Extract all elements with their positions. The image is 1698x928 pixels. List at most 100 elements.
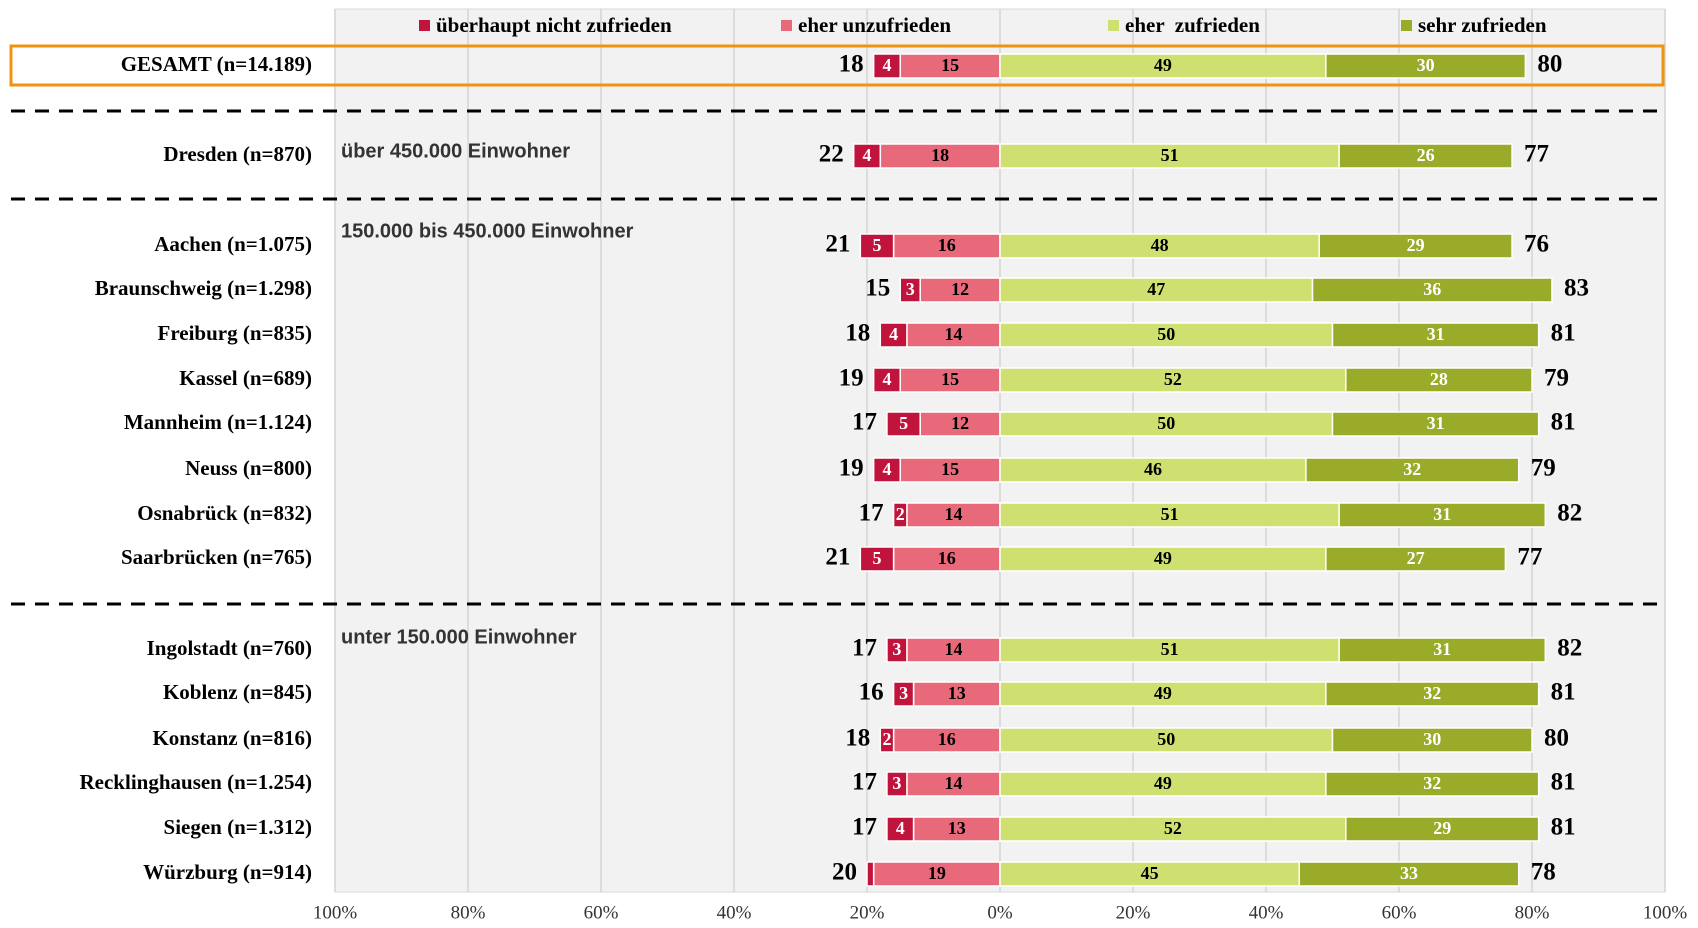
bar-segment <box>999 816 1347 842</box>
highlight-box <box>9 44 1665 87</box>
value-label: 4 <box>863 145 872 165</box>
bar-segment <box>872 367 902 393</box>
bar-segment <box>886 637 908 663</box>
value-label: 15 <box>941 459 959 479</box>
bar-segment <box>999 53 1327 79</box>
positive-total: 77 <box>1524 141 1549 168</box>
category-label: Saarbrücken (n=765) <box>121 545 312 569</box>
positive-total: 81 <box>1551 814 1576 841</box>
positive-total: 82 <box>1557 500 1582 527</box>
value-label: 2 <box>896 504 905 524</box>
category-label: Kassel (n=689) <box>179 366 312 390</box>
category-label: Aachen (n=1.075) <box>154 232 312 256</box>
value-label: 27 <box>1407 548 1425 568</box>
legend-label: eher unzufrieden <box>798 13 951 37</box>
positive-total: 81 <box>1551 679 1576 706</box>
negative-total: 21 <box>825 544 850 571</box>
bar-segment <box>859 546 895 572</box>
bar-segment <box>999 771 1327 797</box>
legend-label: überhaupt nicht zufrieden <box>436 13 672 37</box>
value-label: 49 <box>1154 55 1172 75</box>
positive-total: 79 <box>1544 365 1569 392</box>
bar-segment <box>999 861 1300 887</box>
value-label: 16 <box>938 548 956 568</box>
positive-total: 78 <box>1531 859 1556 886</box>
bar-segment <box>906 637 1001 663</box>
legend-label: eher zufrieden <box>1125 13 1260 37</box>
negative-total: 18 <box>839 51 864 78</box>
bar-segment <box>1338 502 1547 528</box>
positive-total: 77 <box>1517 544 1542 571</box>
value-label: 49 <box>1154 773 1172 793</box>
positive-total: 81 <box>1551 409 1576 436</box>
group-label: über 450.000 Einwohner <box>341 140 570 162</box>
x-tick-label: 60% <box>1382 902 1417 923</box>
value-label: 16 <box>938 235 956 255</box>
negative-total: 20 <box>832 859 857 886</box>
value-label: 12 <box>951 413 969 433</box>
negative-total: 17 <box>852 769 877 796</box>
x-tick-label: 40% <box>717 902 752 923</box>
positive-total: 79 <box>1531 455 1556 482</box>
negative-total: 17 <box>852 409 877 436</box>
bar-segment <box>1338 637 1547 663</box>
value-label: 31 <box>1427 413 1445 433</box>
value-label: 29 <box>1407 235 1425 255</box>
value-label: 16 <box>938 729 956 749</box>
value-label: 50 <box>1157 729 1175 749</box>
value-label: 3 <box>892 639 901 659</box>
value-label: 14 <box>944 324 962 344</box>
x-tick-label: 100% <box>1643 902 1688 923</box>
bar-segment <box>999 233 1320 259</box>
value-label: 45 <box>1141 863 1159 883</box>
bar-segment <box>999 143 1340 169</box>
bar-segment <box>1345 367 1533 393</box>
value-label: 50 <box>1157 413 1175 433</box>
value-label: 5 <box>899 413 908 433</box>
negative-total: 18 <box>845 725 870 752</box>
category-label: Mannheim (n=1.124) <box>124 410 312 434</box>
value-label: 29 <box>1433 818 1451 838</box>
category-label: Würzburg (n=914) <box>143 860 312 884</box>
bar-segment <box>1325 546 1507 572</box>
bar-segment <box>892 502 908 528</box>
bar-segment <box>892 681 915 707</box>
bar-segment <box>852 143 882 169</box>
category-label: Konstanz (n=816) <box>152 726 312 750</box>
negative-total: 17 <box>852 635 877 662</box>
value-label: 51 <box>1161 145 1179 165</box>
value-label: 13 <box>948 683 966 703</box>
value-label: 5 <box>872 548 881 568</box>
bar-segment <box>999 367 1347 393</box>
bar-segment <box>999 502 1340 528</box>
negative-total: 19 <box>839 365 864 392</box>
legend-swatch <box>419 20 430 31</box>
bar-segment <box>1331 411 1540 437</box>
negative-total: 19 <box>839 455 864 482</box>
value-label: 50 <box>1157 324 1175 344</box>
bar-segment <box>1331 727 1533 753</box>
group-label: 150.000 bis 450.000 Einwohner <box>341 220 634 242</box>
category-label: Dresden (n=870) <box>163 142 312 166</box>
positive-total: 83 <box>1564 275 1589 302</box>
x-tick-label: 60% <box>584 902 619 923</box>
group-label: unter 150.000 Einwohner <box>341 626 577 648</box>
value-label: 31 <box>1433 639 1451 659</box>
value-label: 32 <box>1403 459 1421 479</box>
bar-segment <box>999 546 1327 572</box>
value-label: 3 <box>906 279 915 299</box>
x-tick-label: 20% <box>850 902 885 923</box>
bar-segment <box>1325 53 1527 79</box>
bar-segment <box>999 637 1340 663</box>
bar-segment <box>1305 457 1520 483</box>
bar-segment <box>872 457 902 483</box>
bar-segment <box>912 816 1001 842</box>
bar-segment <box>919 277 1001 303</box>
bar-segment <box>1298 861 1520 887</box>
value-label: 31 <box>1433 504 1451 524</box>
negative-total: 22 <box>819 141 844 168</box>
value-label: 31 <box>1427 324 1445 344</box>
x-tick-label: 40% <box>1249 902 1284 923</box>
value-label: 4 <box>882 369 891 389</box>
